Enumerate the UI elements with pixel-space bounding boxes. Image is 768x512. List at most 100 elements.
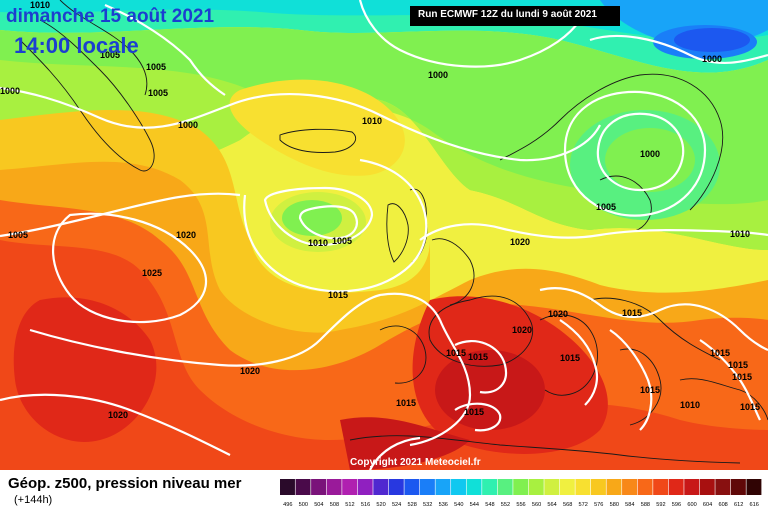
isobar-label: 1010 [30,0,50,10]
forecast-date: dimanche 15 août 2021 [6,6,215,27]
field-dark-red [435,350,545,430]
isobar-label: 1010 [362,116,382,126]
isobar-label: 1015 [710,348,730,358]
isobar-label: 1005 [332,236,352,246]
isobar-label: 1015 [640,385,660,395]
isobar-label: 1010 [730,229,750,239]
field-cold-core-inner [674,28,750,52]
scale-swatch [482,479,498,495]
isobar-label: 1015 [622,308,642,318]
isobar-label: 1000 [178,120,198,130]
scale-tick-label: 604 [703,502,712,508]
scale-tick-label: 536 [439,502,448,508]
isobar-label: 1020 [510,237,530,247]
isobar-label: 1015 [328,290,348,300]
isobar-label: 1005 [146,62,166,72]
scale-swatch [559,479,575,495]
scale-swatch [342,479,358,495]
scale-tick-label: 580 [610,502,619,508]
scale-tick-label: 516 [361,502,370,508]
scale-swatch [326,479,342,495]
scale-tick-label: 608 [718,502,727,508]
scale-tick-label: 596 [672,502,681,508]
isobar-label: 1005 [8,230,28,240]
scale-swatch [544,479,560,495]
scale-swatch [746,479,762,495]
isobar-label: 1020 [240,366,260,376]
scale-tick-label: 504 [314,502,323,508]
scale-swatch [622,479,638,495]
scale-tick-label: 520 [376,502,385,508]
scale-tick-label: 592 [656,502,665,508]
run-info: Run ECMWF 12Z du lundi 9 août 2021 [418,9,597,20]
scale-swatch [575,479,591,495]
forecast-local-time: 14:00 locale [14,33,139,58]
scale-swatch [590,479,606,495]
scale-swatch [388,479,404,495]
isobar-label: 1000 [640,149,660,159]
scale-tick-label: 576 [594,502,603,508]
scale-tick-label: 496 [283,502,292,508]
scale-tick-label: 556 [516,502,525,508]
scale-tick-label: 588 [641,502,650,508]
isobar-label: 1015 [468,352,488,362]
field-green-yellow [0,60,768,250]
isobar-label: 1020 [512,325,532,335]
scale-tick-label: 572 [579,502,588,508]
scale-swatch [435,479,451,495]
scale-tick-label: 532 [423,502,432,508]
scale-swatch [668,479,684,495]
isobar-labels: 1010 1005 1005 1005 1000 1000 1000 1010 … [0,0,760,420]
isobar-label: 1015 [728,360,748,370]
scale-swatch [637,479,653,495]
scale-swatch [653,479,669,495]
scale-tick-label: 548 [485,502,494,508]
scale-swatch [715,479,731,495]
isobar-label: 1005 [100,50,120,60]
scale-swatch [466,479,482,495]
scale-tick-label: 528 [407,502,416,508]
scale-swatch [311,479,327,495]
isobar-label: 1025 [142,268,162,278]
scale-tick-label: 584 [625,502,634,508]
isobar-label: 1010 [680,400,700,410]
isobar-label: 1000 [702,54,722,64]
scale-swatch [699,479,715,495]
color-scale: 496 500 504 508 512 516 520 524 528 532 536 540 544 5… [280,479,762,508]
isobar-label: 1015 [560,353,580,363]
scale-tick-label: 512 [345,502,354,508]
scale-tick-label: 544 [470,502,479,508]
scale-swatch [419,479,435,495]
isobar-label: 1020 [108,410,128,420]
scale-swatch [373,479,389,495]
scale-tick-label: 560 [532,502,541,508]
scale-swatch [451,479,466,495]
coastlines [19,0,768,464]
isobar-label: 1015 [446,348,466,358]
isobar-label: 1015 [396,398,416,408]
run-banner [410,6,620,26]
field-yellow-patch [229,79,405,176]
scale-tick-label: 612 [734,502,743,508]
scale-swatch [295,479,311,495]
scale-tick-label: 540 [454,502,463,508]
isobar-label: 1000 [428,70,448,80]
scale-swatch [684,479,700,495]
isobar-label: 1015 [732,372,752,382]
scale-swatch [513,479,529,495]
isobar-label: 1010 [308,238,328,248]
scale-tick-label: 524 [392,502,401,508]
scale-tick-label: 616 [750,502,759,508]
scale-swatch [606,479,622,495]
isobar-label: 1005 [596,202,616,212]
isobar-label: 1000 [0,86,20,96]
lead-time: (+144h) [14,494,53,506]
scale-swatch [528,479,544,495]
isobar-label: 1015 [464,407,484,417]
geopotential-map: 1010 1005 1005 1005 1000 1000 1000 1010 … [0,0,768,470]
scale-tick-label: 508 [330,502,339,508]
map-title: Géop. z500, pression niveau mer [8,475,242,492]
scale-swatch [404,479,420,495]
scale-swatch [497,479,513,495]
